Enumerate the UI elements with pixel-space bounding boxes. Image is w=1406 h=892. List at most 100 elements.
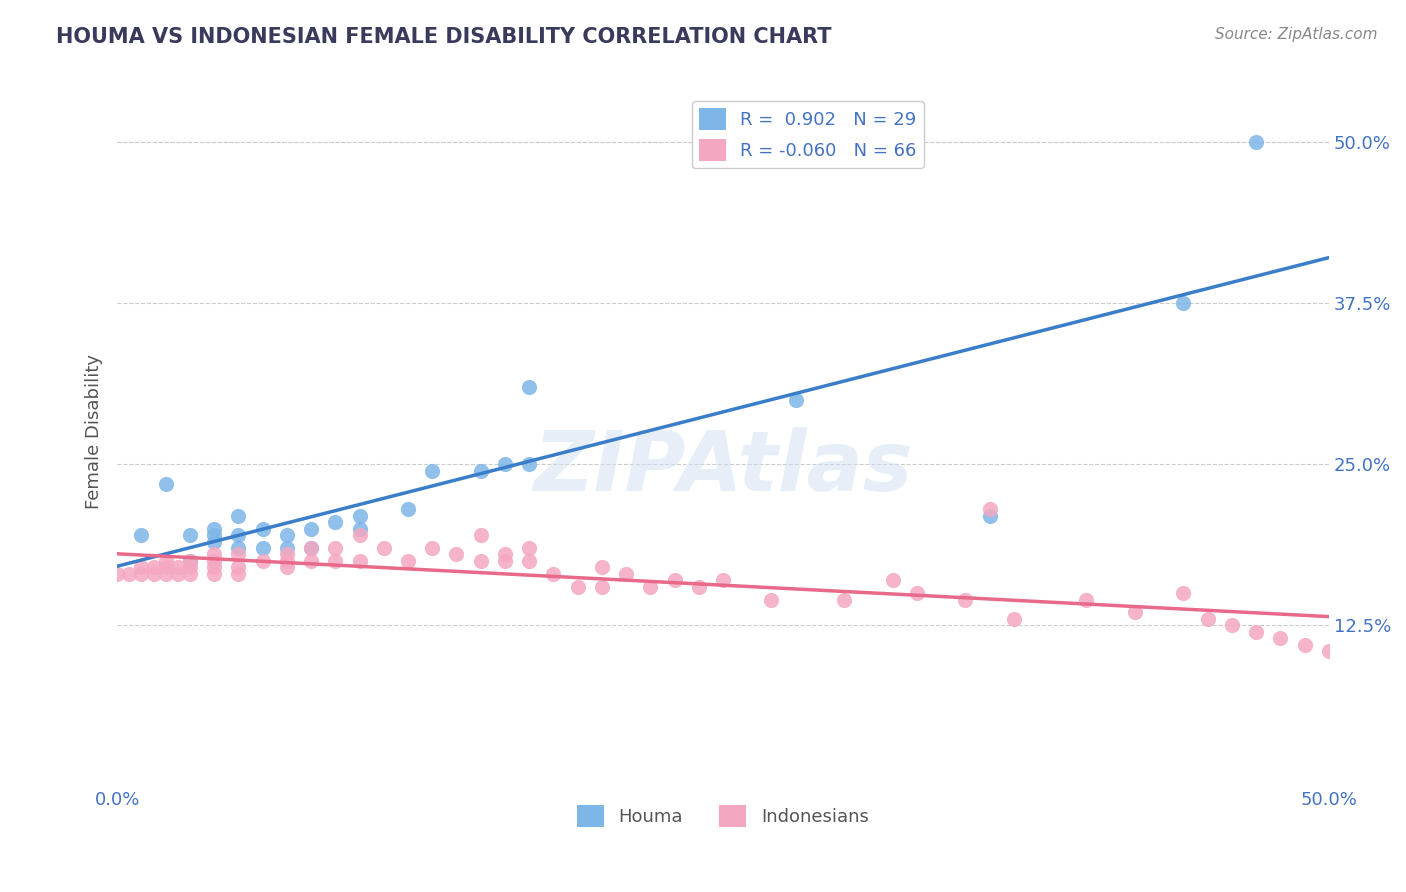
Point <box>446 548 468 562</box>
Point <box>276 528 298 542</box>
Point <box>276 548 298 562</box>
Point <box>396 554 419 568</box>
Y-axis label: Female Disability: Female Disability <box>86 354 103 509</box>
Point <box>299 522 322 536</box>
Point <box>155 566 177 581</box>
Point <box>396 502 419 516</box>
Point <box>905 586 928 600</box>
Point <box>349 554 371 568</box>
Point <box>1173 586 1195 600</box>
Point <box>349 508 371 523</box>
Point <box>228 508 250 523</box>
Text: Source: ZipAtlas.com: Source: ZipAtlas.com <box>1215 27 1378 42</box>
Point <box>785 392 807 407</box>
Point <box>591 560 613 574</box>
Point <box>1002 612 1025 626</box>
Point <box>955 592 977 607</box>
Point <box>349 528 371 542</box>
Point <box>470 528 492 542</box>
Point <box>202 554 225 568</box>
Point <box>228 528 250 542</box>
Point <box>299 541 322 555</box>
Point <box>299 554 322 568</box>
Point <box>202 548 225 562</box>
Point <box>131 566 153 581</box>
Point <box>517 554 540 568</box>
Point <box>155 476 177 491</box>
Point <box>832 592 855 607</box>
Point <box>517 457 540 471</box>
Point <box>711 573 734 587</box>
Point <box>202 528 225 542</box>
Point <box>494 457 516 471</box>
Point <box>349 522 371 536</box>
Point <box>494 554 516 568</box>
Point <box>276 560 298 574</box>
Point <box>323 554 346 568</box>
Point <box>202 566 225 581</box>
Point <box>567 580 589 594</box>
Point <box>494 548 516 562</box>
Point <box>517 541 540 555</box>
Point <box>1270 632 1292 646</box>
Point <box>179 554 201 568</box>
Point <box>155 554 177 568</box>
Point <box>299 541 322 555</box>
Point <box>202 534 225 549</box>
Point <box>979 508 1001 523</box>
Point <box>202 522 225 536</box>
Point <box>614 566 637 581</box>
Point <box>517 380 540 394</box>
Point <box>591 580 613 594</box>
Point <box>664 573 686 587</box>
Point <box>373 541 395 555</box>
Point <box>179 528 201 542</box>
Legend: Houma, Indonesians: Houma, Indonesians <box>569 797 876 834</box>
Point <box>420 464 443 478</box>
Point <box>179 566 201 581</box>
Point <box>105 566 128 581</box>
Point <box>1244 624 1267 639</box>
Point <box>131 560 153 574</box>
Point <box>276 554 298 568</box>
Point <box>1076 592 1098 607</box>
Point <box>142 560 165 574</box>
Point <box>1197 612 1219 626</box>
Point <box>640 580 662 594</box>
Point <box>1173 296 1195 310</box>
Point <box>323 541 346 555</box>
Point <box>228 548 250 562</box>
Point <box>252 522 274 536</box>
Point <box>276 541 298 555</box>
Point <box>202 560 225 574</box>
Point <box>166 566 188 581</box>
Text: ZIPAtlas: ZIPAtlas <box>533 427 912 508</box>
Point <box>1317 644 1340 658</box>
Point <box>179 554 201 568</box>
Point <box>761 592 783 607</box>
Point <box>179 560 201 574</box>
Point <box>470 554 492 568</box>
Point <box>166 560 188 574</box>
Point <box>228 541 250 555</box>
Point <box>1294 638 1316 652</box>
Point <box>323 515 346 529</box>
Point <box>420 541 443 555</box>
Point <box>142 566 165 581</box>
Point <box>882 573 904 587</box>
Point <box>118 566 141 581</box>
Point <box>543 566 565 581</box>
Point <box>228 560 250 574</box>
Point <box>979 502 1001 516</box>
Point <box>252 541 274 555</box>
Text: HOUMA VS INDONESIAN FEMALE DISABILITY CORRELATION CHART: HOUMA VS INDONESIAN FEMALE DISABILITY CO… <box>56 27 832 46</box>
Point <box>470 464 492 478</box>
Point <box>1220 618 1243 632</box>
Point <box>688 580 710 594</box>
Point <box>1244 135 1267 149</box>
Point <box>155 560 177 574</box>
Point <box>1123 606 1146 620</box>
Point <box>228 566 250 581</box>
Point <box>131 528 153 542</box>
Point <box>252 554 274 568</box>
